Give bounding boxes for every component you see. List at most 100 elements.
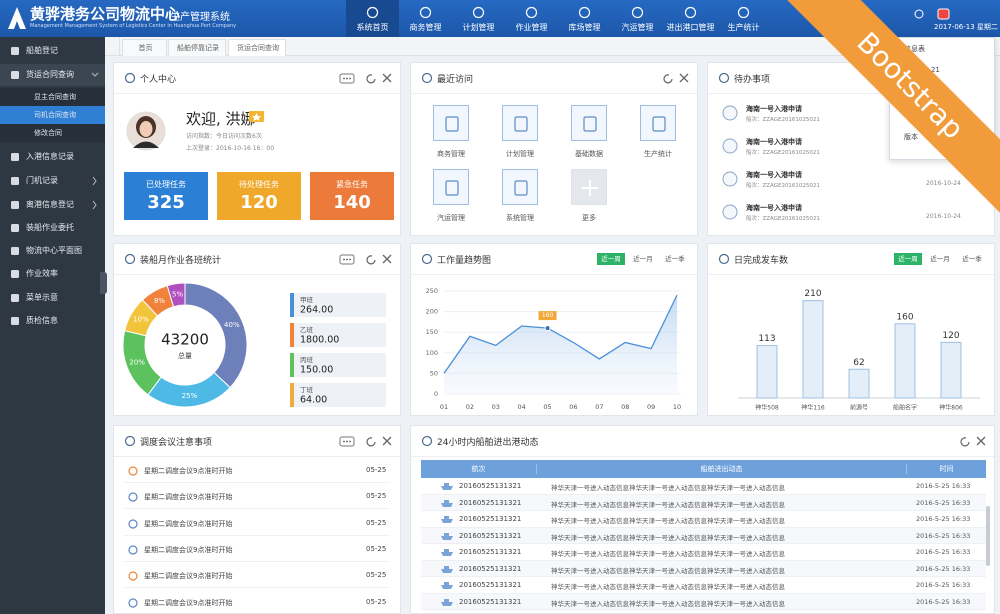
panel-icon (421, 435, 433, 447)
bar-value: 113 (758, 334, 775, 344)
range-button[interactable]: 近一月 (930, 255, 950, 263)
tab-prev[interactable] (105, 37, 120, 56)
tab[interactable]: 货运合同查询 (228, 39, 286, 56)
table-row (421, 527, 986, 544)
nav-item[interactable]: 商务管理 (399, 0, 452, 37)
shortcut[interactable] (640, 105, 676, 141)
nav-item[interactable]: 进出港口管理 (664, 0, 717, 37)
range-button[interactable]: 近一月 (633, 255, 653, 263)
panel-divider (114, 93, 400, 94)
shortcut[interactable] (502, 169, 538, 205)
graphic (339, 73, 392, 84)
sidebar-item[interactable]: 质检信息 (0, 310, 105, 332)
sidebar-subitem[interactable]: 修改合同 (0, 124, 105, 142)
sidebar-item[interactable]: 货运合同查询 (0, 64, 105, 86)
graphic (124, 253, 136, 265)
stat-card[interactable]: 待处理任务 120 (217, 172, 301, 220)
x-tick-label: 10 (673, 403, 681, 411)
ship-icon (441, 582, 453, 589)
nav-item[interactable]: 系统首页 (346, 0, 399, 37)
x-tick-label: 神华508 (755, 404, 779, 412)
refresh-button (366, 255, 376, 265)
bar-value: 62 (853, 358, 864, 368)
shortcut-icon (652, 116, 666, 132)
sidebar-item[interactable]: 船舶登记 (0, 40, 105, 62)
nav-icon (578, 6, 591, 19)
graphic (11, 47, 19, 55)
panel: 最近访问 商务管理 计划管理 基础数据 生产统计 汽运管理 系统管理 更多 (410, 62, 698, 236)
graphic (249, 111, 264, 122)
graphic (441, 598, 453, 606)
shortcut[interactable] (433, 105, 469, 141)
nav-item[interactable]: 生产统计 (717, 0, 770, 37)
y-tick-label: 100 (426, 349, 438, 357)
x-tick-label: 04 (518, 403, 526, 411)
sidebar-item[interactable]: 装船作业委托 (0, 217, 105, 239)
table-row (421, 544, 986, 561)
x-tick-label: 08 (621, 403, 629, 411)
range-button[interactable]: 近一周 (597, 253, 625, 265)
tab[interactable]: 船舶停靠记录 (168, 39, 226, 56)
panel-title: 装船月作业各班统计 (140, 256, 222, 266)
nav-item[interactable]: 计划管理 (452, 0, 505, 37)
sidebar-item[interactable]: 作业效率 (0, 263, 105, 285)
graphic (128, 545, 138, 555)
dot (346, 440, 348, 443)
sidebar-item[interactable]: 入港信息记录 (0, 146, 105, 168)
shortcut[interactable] (502, 105, 538, 141)
meeting-text: 星期二调度会议9点准时开始 (144, 493, 233, 502)
row-divider (124, 482, 390, 483)
logo-icon (8, 7, 26, 29)
stat-card[interactable]: 紧急任务 140 (310, 172, 394, 220)
sidebar-item[interactable]: 门机记录 (0, 170, 105, 192)
panel-icon (421, 253, 433, 265)
graphic (124, 72, 136, 84)
nav-icon (631, 6, 644, 19)
shortcut[interactable] (433, 169, 469, 205)
nav-item[interactable]: 汽运管理 (611, 0, 664, 37)
menu-icon (11, 224, 19, 232)
sidebar-subitem[interactable]: 司机合同查询 (0, 106, 105, 124)
shortcut-label: 生产统计 (644, 150, 672, 158)
cell-status: 神华天津一号进入动态信息神华天津一号进入动态信息神华天津一号进入动态信息 (551, 533, 785, 542)
stat-card[interactable]: 已处理任务 325 (124, 172, 208, 220)
range-button[interactable]: 近一季 (962, 255, 982, 263)
shortcut[interactable] (571, 105, 607, 141)
graphic (718, 72, 730, 84)
y-tick-label: 250 (426, 287, 438, 295)
sidebar-subitem[interactable]: 显主合同查询 (0, 88, 105, 106)
graphic (737, 6, 750, 19)
shortcut[interactable] (571, 169, 607, 205)
graphic (11, 247, 19, 255)
sidebar-item[interactable]: 离港信息登记 (0, 194, 105, 216)
panel-divider (708, 93, 994, 94)
sidebar-item[interactable]: 物流中心平面图 (0, 240, 105, 262)
bar (894, 323, 916, 399)
graphic (11, 201, 19, 209)
graphic (419, 6, 432, 19)
graphic (421, 253, 433, 265)
sidebar-item[interactable]: 菜单示意 (0, 287, 105, 309)
stat-label: 已处理任务 (146, 180, 186, 189)
graphic (11, 177, 19, 185)
nav-item[interactable]: 库场管理 (558, 0, 611, 37)
panel-divider (411, 93, 697, 94)
dot (343, 258, 345, 261)
slice-label: 20% (129, 358, 145, 366)
cell-status: 神华天津一号进入动态信息神华天津一号进入动态信息神华天津一号进入动态信息 (551, 566, 785, 575)
meeting-text: 星期二调度会议9点准时开始 (144, 598, 233, 607)
sidebar-toggle[interactable] (100, 272, 107, 294)
refresh-button (366, 74, 376, 84)
legend-box (290, 353, 386, 377)
shortcut-icon (514, 180, 528, 196)
range-button[interactable]: 近一季 (665, 255, 685, 263)
x-tick-label: 03 (492, 403, 500, 411)
range-button[interactable]: 近一周 (894, 253, 922, 265)
menu-icon (11, 317, 19, 325)
tab[interactable]: 首页 (122, 39, 167, 56)
legend-swatch (290, 383, 294, 407)
panel: 日完成发车数 近一周 近一月 近一季 113 神华508 210 神华116 62 前源号 160 船… (707, 243, 995, 416)
y-tick-label: 50 (430, 369, 438, 377)
nav-item[interactable]: 作业管理 (505, 0, 558, 37)
